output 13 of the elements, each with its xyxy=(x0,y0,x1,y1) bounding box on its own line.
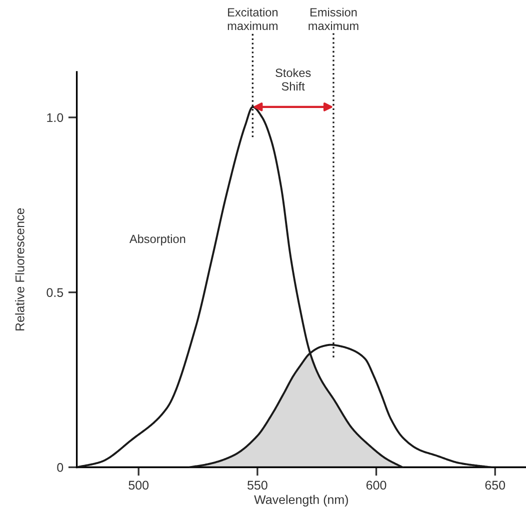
x-tick-label: 550 xyxy=(248,480,268,490)
y-tick-label: 1.0 xyxy=(47,113,64,122)
annotation: Absorption xyxy=(129,234,186,246)
y-tick-label: 0 xyxy=(57,463,64,472)
x-tick-label: 650 xyxy=(485,480,506,490)
x-tick-label: 600 xyxy=(366,480,386,490)
annotation: Stokes Shift xyxy=(276,68,311,91)
x-axis-title: Wavelength (nm) xyxy=(254,494,348,507)
y-tick-label: 0.5 xyxy=(46,288,64,297)
y-axis-title: Relative Fluorescence xyxy=(15,208,24,330)
ref-line-label: Excitation maximum xyxy=(228,8,278,30)
x-tick-label: 500 xyxy=(128,480,149,490)
ref-line-label: Emission maximum xyxy=(308,8,358,30)
